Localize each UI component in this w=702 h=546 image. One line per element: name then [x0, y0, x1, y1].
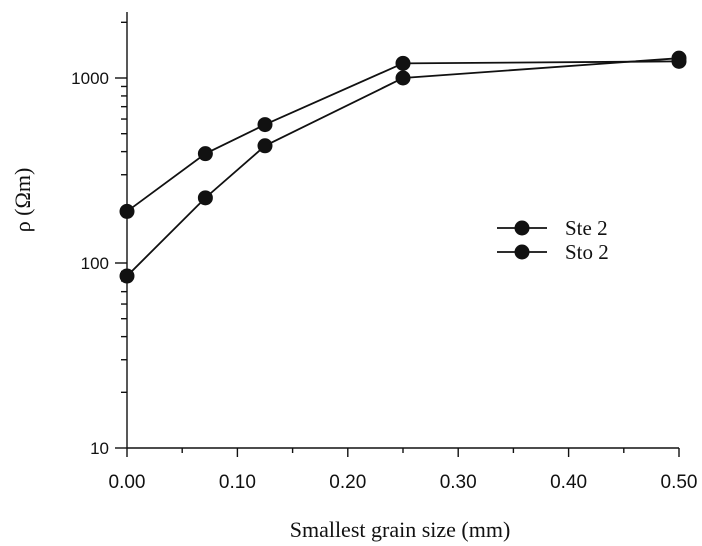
y-tick-label: 10 — [90, 439, 109, 458]
data-point — [257, 117, 273, 133]
legend-marker — [514, 244, 530, 260]
data-point — [119, 203, 135, 219]
axes: 10 100 1000 0.00 0.10 0.20 0.30 0.40 0.50 — [71, 12, 697, 493]
x-tick-label: 0.00 — [109, 472, 146, 493]
x-tick-label: 0.30 — [440, 472, 477, 493]
y-tick-label: 100 — [81, 254, 109, 273]
data-point — [197, 146, 213, 162]
x-tick-label: 0.10 — [219, 472, 256, 493]
y-tick-label: 1000 — [71, 69, 109, 88]
legend-item: Ste 2 — [497, 216, 608, 240]
data-point — [671, 50, 687, 66]
legend-marker — [514, 220, 530, 236]
x-axis-title: Smallest grain size (mm) — [290, 517, 511, 542]
series-layer — [119, 50, 687, 284]
legend-label: Ste 2 — [565, 216, 608, 240]
y-axis-title: ρ (Ωm) — [10, 168, 35, 233]
data-point — [197, 190, 213, 206]
x-tick-label: 0.40 — [550, 472, 587, 493]
x-tick-label: 0.50 — [661, 472, 698, 493]
data-point — [395, 70, 411, 86]
series-sto-2 — [119, 50, 687, 284]
data-point — [395, 55, 411, 71]
legend-item: Sto 2 — [497, 240, 609, 264]
data-point — [119, 268, 135, 284]
x-tick-label: 0.20 — [329, 472, 366, 493]
legend-label: Sto 2 — [565, 240, 609, 264]
data-point — [257, 138, 273, 154]
